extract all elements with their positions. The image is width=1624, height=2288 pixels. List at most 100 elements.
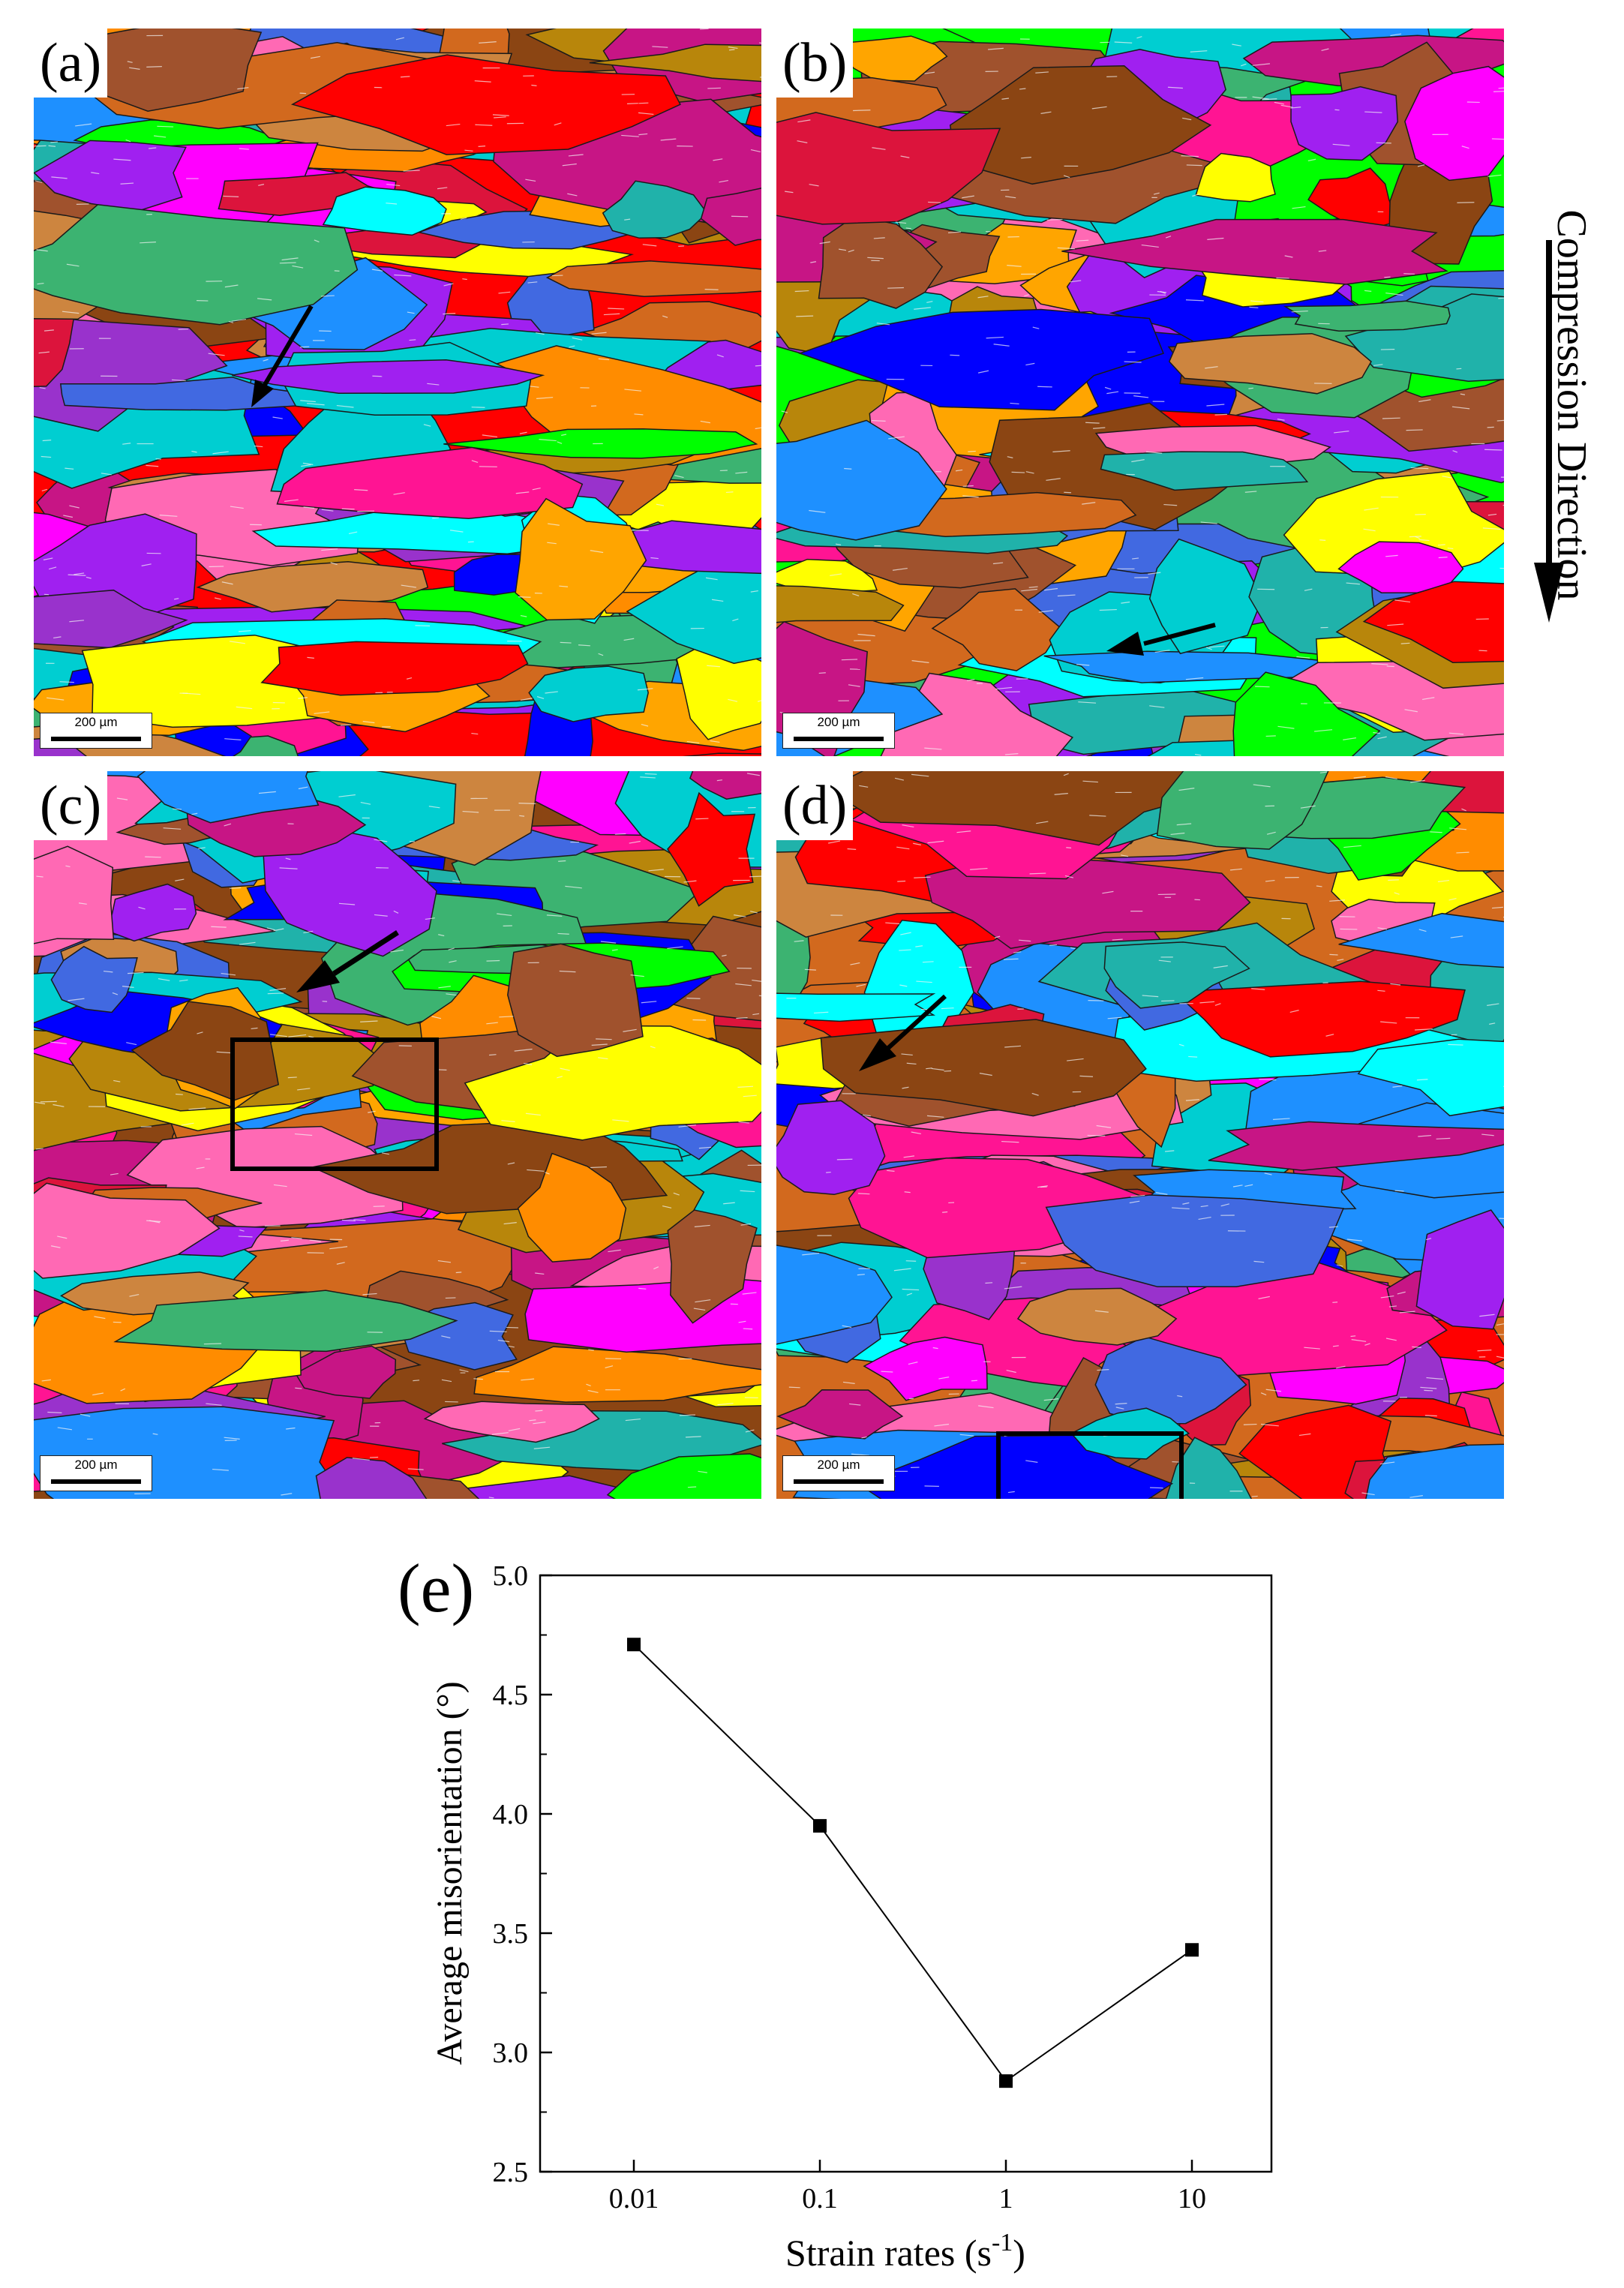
subgrain-boundary	[520, 614, 527, 617]
subgrain-boundary	[120, 182, 134, 185]
subgrain-boundary	[1038, 610, 1054, 613]
subgrain-boundary	[887, 1170, 895, 1172]
subgrain-boundary	[1371, 662, 1388, 665]
subgrain-boundary	[1032, 326, 1040, 329]
subgrain-boundary	[591, 332, 607, 335]
subgrain-boundary	[1496, 1323, 1504, 1326]
panel-label-b: (b)	[776, 29, 854, 98]
subgrain-boundary	[752, 979, 761, 982]
subgrain-boundary	[842, 1381, 855, 1384]
grain	[1016, 1287, 1178, 1346]
subgrain-boundary	[648, 869, 664, 872]
subgrain-boundary	[1155, 1192, 1168, 1195]
subgrain-boundary	[1461, 146, 1469, 149]
subgrain-boundary	[1043, 1398, 1059, 1401]
x-axis: 0.01 0.1 1 10	[609, 2160, 1206, 2214]
subgrain-boundary	[1049, 944, 1058, 946]
subgrain-boundary	[158, 978, 170, 981]
subgrain-boundary	[1426, 1238, 1432, 1241]
subgrain-boundary	[947, 231, 962, 233]
subgrain-boundary	[1291, 310, 1308, 313]
subgrain-boundary	[848, 1403, 861, 1406]
subgrain-boundary	[1442, 476, 1452, 479]
grain	[464, 1025, 761, 1141]
subgrain-boundary	[650, 557, 659, 560]
subgrain-boundary	[902, 824, 914, 828]
subgrain-boundary	[499, 1016, 514, 1018]
subgrain-boundary	[178, 328, 188, 330]
subgrain-boundary	[1076, 239, 1089, 242]
y-tick-label: 2.5	[493, 2157, 529, 2188]
misorientation-chart: (e) 2.5 3.0 3.5 4.0 4.5 5.0 0.01 0.1 1 10 Averag…	[398, 1550, 1273, 2274]
subgrain-boundary	[738, 1121, 749, 1124]
grain	[507, 943, 644, 1057]
subgrain-boundary	[334, 270, 340, 272]
subgrain-boundary	[486, 1022, 498, 1025]
grain	[1045, 1194, 1344, 1288]
subgrain-boundary	[1385, 776, 1397, 779]
subgrain-boundary	[876, 323, 890, 326]
subgrain-boundary	[1332, 143, 1350, 146]
subgrain-boundary	[446, 993, 457, 996]
subgrain-boundary	[1380, 1295, 1394, 1299]
subgrain-boundary	[1025, 471, 1034, 474]
subgrain-boundary	[892, 567, 908, 571]
subgrain-boundary	[560, 1067, 570, 1071]
subgrain-boundary	[904, 1191, 911, 1194]
subgrain-boundary	[445, 1297, 456, 1299]
subgrain-boundary	[693, 1308, 706, 1311]
subgrain-boundary	[360, 1020, 378, 1022]
subgrain-boundary	[638, 1287, 647, 1290]
subgrain-boundary	[50, 1245, 61, 1248]
subgrain-boundary	[1255, 686, 1270, 688]
subgrain-boundary	[498, 291, 511, 294]
subgrain-boundary	[819, 241, 830, 245]
subgrain-boundary	[1199, 1001, 1215, 1004]
subgrain-boundary	[809, 184, 819, 187]
subgrain-boundary	[1087, 1134, 1106, 1136]
subgrain-boundary	[1400, 642, 1410, 644]
subgrain-boundary	[423, 424, 431, 427]
subgrain-boundary	[431, 1016, 442, 1019]
subgrain-boundary	[828, 840, 841, 844]
subgrain-boundary	[785, 191, 794, 194]
subgrain-boundary	[122, 443, 131, 445]
subgrain-boundary	[641, 1001, 657, 1004]
subgrain-boundary	[386, 183, 401, 187]
subgrain-boundary	[1498, 87, 1504, 89]
subgrain-boundary	[159, 515, 178, 517]
subgrain-boundary	[1025, 362, 1035, 366]
subgrain-boundary	[625, 1418, 641, 1422]
grain	[797, 308, 1164, 411]
subgrain-boundary	[1182, 1202, 1190, 1205]
subgrain-boundary	[1265, 735, 1276, 737]
subgrain-boundary	[1019, 939, 1031, 942]
subgrain-boundary	[101, 473, 112, 476]
subgrain-boundary	[1001, 98, 1010, 100]
subgrain-boundary	[1114, 41, 1133, 44]
subgrain-boundary	[155, 458, 161, 460]
subgrain-boundary	[228, 320, 234, 323]
subgrain-boundary	[341, 1219, 356, 1222]
subgrain-boundary	[1334, 431, 1349, 434]
scale-bar-a: 200 µm	[40, 713, 152, 749]
subgrain-boundary	[1021, 588, 1037, 592]
subgrain-boundary	[129, 1293, 140, 1297]
subgrain-boundary	[887, 287, 904, 289]
subgrain-boundary	[1104, 386, 1112, 390]
subgrain-boundary	[497, 913, 512, 917]
subgrain-boundary	[781, 410, 788, 413]
grain	[423, 1401, 600, 1443]
subgrain-boundary	[362, 721, 375, 724]
subgrain-boundary	[50, 1041, 67, 1044]
data-point	[999, 2074, 1013, 2088]
scale-bar-line	[51, 1479, 141, 1484]
highlight-box-d	[996, 1431, 1184, 1499]
subgrain-boundary	[353, 1219, 366, 1221]
subgrain-boundary	[1005, 196, 1016, 199]
subgrain-boundary	[1437, 879, 1450, 882]
subgrain-boundary	[642, 244, 657, 247]
subgrain-boundary	[700, 420, 710, 424]
subgrain-boundary	[568, 154, 584, 157]
subgrain-boundary	[393, 492, 405, 495]
